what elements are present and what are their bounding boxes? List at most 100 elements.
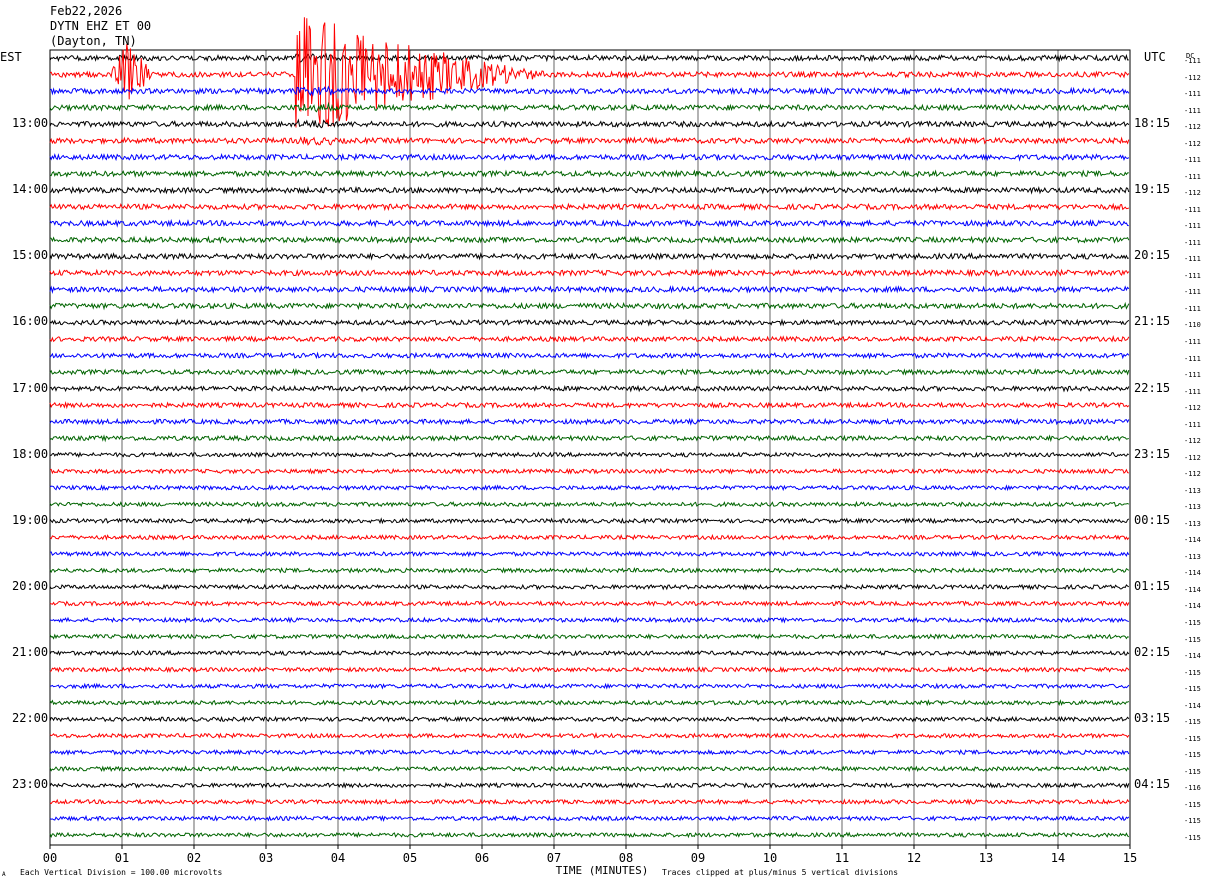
dc-offset-value: -111 — [1184, 172, 1201, 181]
trace-line-43 — [49, 748, 1130, 756]
dc-offset-value: -115 — [1184, 668, 1201, 677]
right-hour-label: 22:15 — [1134, 380, 1171, 395]
trace-line-33 — [49, 583, 1130, 591]
scale-note: Each Vertical Division = 100.00 microvol… — [20, 868, 223, 877]
dc-offset-value: -114 — [1184, 569, 1201, 578]
dc-offset-value: -114 — [1184, 585, 1201, 594]
dc-offset-value: -115 — [1184, 817, 1201, 826]
right-hour-label: 19:15 — [1134, 182, 1171, 197]
dc-offset-value: -115 — [1184, 800, 1201, 809]
right-hour-label: 21:15 — [1134, 314, 1171, 329]
left-hour-label: 16:00 — [12, 314, 49, 329]
dc-offset-value: -115 — [1184, 734, 1201, 743]
dc-offset-value: -112 — [1184, 453, 1201, 462]
trace-line-42 — [49, 731, 1130, 740]
dc-offset-value: -111 — [1184, 288, 1201, 297]
trace-line-2 — [49, 17, 1130, 128]
dc-offset-value: -114 — [1184, 701, 1201, 710]
dc-offset-value: -111 — [1184, 338, 1201, 346]
trace-line-15 — [49, 285, 1130, 294]
right-hour-label: 01:15 — [1134, 578, 1171, 593]
left-hour-label: 23:00 — [12, 777, 49, 792]
dc-offset-value: -113 — [1184, 486, 1201, 495]
right-hour-label: 02:15 — [1134, 645, 1171, 660]
x-tick-label: 14 — [1051, 851, 1065, 865]
dc-offset-value: -115 — [1184, 751, 1201, 760]
dc-offset-value: -111 — [1184, 271, 1201, 280]
trace-line-21 — [49, 384, 1130, 393]
trace-line-1 — [49, 52, 1129, 63]
x-tick-label: 09 — [691, 851, 705, 865]
header-date: Feb22,2026 — [50, 4, 123, 18]
left-hour-label: 20:00 — [12, 578, 49, 593]
trace-line-7 — [49, 152, 1130, 162]
trace-line-25 — [49, 451, 1130, 459]
trace-line-5 — [49, 118, 1130, 129]
trace-line-9 — [49, 185, 1130, 195]
right-hour-label: 18:15 — [1134, 116, 1171, 131]
trace-line-14 — [49, 268, 1130, 278]
dc-offset-value: -113 — [1184, 503, 1201, 512]
left-hour-label: 17:00 — [12, 380, 49, 395]
dc-offset-value: -114 — [1184, 536, 1201, 545]
trace-line-16 — [49, 301, 1130, 311]
x-tick-label: 02 — [187, 851, 201, 865]
left-hour-label: 18:00 — [12, 446, 49, 461]
trace-line-12 — [49, 235, 1130, 245]
trace-line-24 — [49, 434, 1129, 443]
dc-offset-value: -112 — [1184, 404, 1201, 413]
x-tick-label: 10 — [763, 851, 777, 865]
dc-offset-value: -112 — [1184, 139, 1201, 148]
trace-line-46 — [49, 798, 1130, 806]
clip-note: Traces clipped at plus/minus 5 vertical … — [662, 868, 899, 877]
trace-line-38 — [49, 666, 1130, 674]
dc-offset-value: -111 — [1184, 255, 1201, 264]
dc-offset-value: -111 — [1184, 205, 1201, 214]
trace-line-13 — [49, 252, 1129, 261]
dc-offset-value: -111 — [1184, 90, 1201, 99]
trace-line-20 — [49, 368, 1130, 377]
trace-line-29 — [49, 517, 1130, 525]
dc-offset-value: -116 — [1184, 784, 1201, 793]
left-hour-label: 22:00 — [12, 711, 49, 726]
trace-line-23 — [49, 417, 1130, 426]
seismic-traces — [49, 17, 1130, 839]
dc-offset-value: -112 — [1184, 437, 1201, 446]
plot-frame — [49, 49, 1131, 846]
dc-offset-value: -111 — [1184, 304, 1201, 313]
dc-offset-value: -112 — [1184, 189, 1201, 198]
trace-line-40 — [49, 699, 1130, 707]
dc-offset-value: -111 — [1184, 57, 1201, 65]
trace-line-34 — [49, 600, 1130, 608]
trace-line-48 — [49, 831, 1130, 839]
dc-offset-value: -111 — [1184, 156, 1201, 165]
dc-offset-value: -112 — [1184, 470, 1201, 479]
dc-offset-value: -115 — [1184, 767, 1201, 776]
trace-line-18 — [49, 335, 1130, 343]
x-tick-label: 01 — [115, 851, 129, 865]
trace-line-17 — [49, 318, 1130, 327]
right-hour-label: 00:15 — [1134, 512, 1171, 527]
trace-line-22 — [49, 401, 1130, 410]
trace-line-10 — [49, 202, 1129, 212]
x-tick-label: 04 — [331, 851, 345, 865]
dc-offset-value: -115 — [1184, 635, 1201, 644]
dc-offset-value: -115 — [1184, 685, 1201, 694]
dc-offset-value: -115 — [1184, 619, 1201, 628]
x-tick-label: 05 — [403, 851, 417, 865]
left-hour-label: 15:00 — [12, 248, 49, 263]
right-hour-label: 04:15 — [1134, 777, 1171, 792]
dc-offset-value: -110 — [1184, 321, 1201, 330]
trace-line-19 — [49, 351, 1130, 360]
dc-offset-value: -115 — [1184, 833, 1201, 842]
trace-line-26 — [49, 467, 1129, 475]
trace-line-28 — [49, 500, 1130, 508]
x-axis-label: TIME (MINUTES) — [556, 864, 649, 877]
right-hour-label: 20:15 — [1134, 248, 1171, 263]
dc-offset-value: -111 — [1184, 222, 1201, 231]
trace-line-45 — [49, 781, 1130, 789]
x-tick-label: 11 — [835, 851, 849, 865]
trace-line-4 — [49, 101, 1130, 113]
dc-offset-value: -111 — [1184, 354, 1201, 363]
right-hour-label: 23:15 — [1134, 446, 1171, 461]
